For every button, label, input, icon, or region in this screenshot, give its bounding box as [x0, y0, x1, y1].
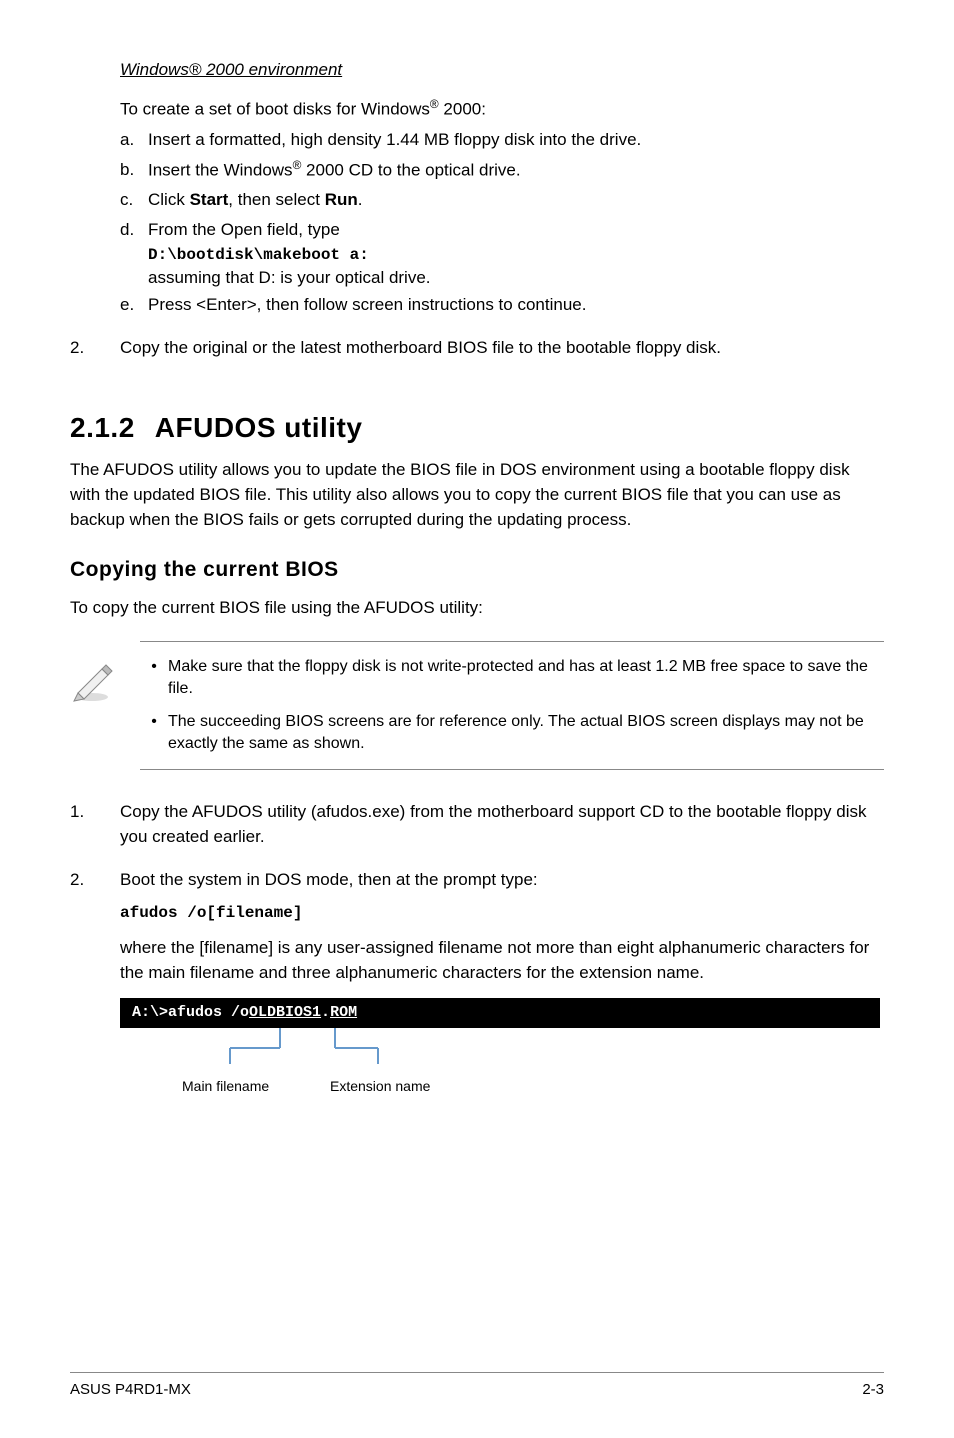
- h2-num: 2.1.2: [70, 412, 135, 444]
- step-a-text: Insert a formatted, high density 1.44 MB…: [148, 127, 641, 153]
- b2: 2000 CD to the optical drive.: [301, 161, 520, 180]
- step-e-text: Press <Enter>, then follow screen instru…: [148, 292, 586, 318]
- letter-e: e.: [120, 292, 148, 318]
- c-bold1: Start: [190, 190, 229, 209]
- label-extension-name: Extension name: [330, 1078, 430, 1094]
- bar-main: OLDBIOS1: [249, 1004, 321, 1021]
- bar-prefix: A:\>afudos /o: [132, 1004, 249, 1021]
- bullet-dot-1: •: [140, 656, 168, 701]
- copying-heading: Copying the current BIOS: [70, 558, 884, 582]
- bar-ext: ROM: [330, 1004, 357, 1021]
- letter-a: a.: [120, 127, 148, 153]
- page-footer: ASUS P4RD1-MX 2-3: [70, 1372, 884, 1398]
- letter-d: d.: [120, 217, 148, 243]
- note-box: • Make sure that the floppy disk is not …: [70, 641, 884, 771]
- note-text-1: Make sure that the floppy disk is not wr…: [168, 656, 884, 701]
- filename-desc: where the [filename] is any user-assigne…: [120, 936, 884, 985]
- c1: Click: [148, 190, 190, 209]
- step2-text: Copy the original or the latest motherbo…: [120, 336, 721, 361]
- footer-left: ASUS P4RD1-MX: [70, 1381, 191, 1398]
- step-c: c. Click Start, then select Run.: [120, 187, 884, 213]
- afudos-para: The AFUDOS utility allows you to update …: [70, 458, 884, 532]
- copy-num-1: 1.: [70, 800, 120, 849]
- command-bar: A:\>afudos /oOLDBIOS1.ROM: [120, 998, 880, 1028]
- copy-step-2: 2. Boot the system in DOS mode, then at …: [70, 868, 884, 893]
- copy-step2-text: Boot the system in DOS mode, then at the…: [120, 868, 538, 893]
- footer-right: 2-3: [862, 1381, 884, 1398]
- step-d-text: From the Open field, type: [148, 217, 340, 243]
- bullet-dot-2: •: [140, 711, 168, 756]
- label-main-filename: Main filename: [182, 1078, 269, 1094]
- intro-sup: ®: [430, 97, 439, 111]
- num-2: 2.: [70, 336, 120, 361]
- step-b-text: Insert the Windows® 2000 CD to the optic…: [148, 157, 521, 183]
- c2: , then select: [228, 190, 324, 209]
- section-heading-afudos: 2.1.2 AFUDOS utility: [70, 412, 884, 444]
- step-b: b. Insert the Windows® 2000 CD to the op…: [120, 157, 884, 183]
- bar-dot: .: [321, 1004, 330, 1021]
- c-bold2: Run: [325, 190, 358, 209]
- step-d-mono: D:\bootdisk\makeboot a:: [148, 246, 884, 264]
- copy-num-2: 2.: [70, 868, 120, 893]
- letter-c: c.: [120, 187, 148, 213]
- b-sup: ®: [293, 158, 302, 172]
- step-c-text: Click Start, then select Run.: [148, 187, 362, 213]
- letter-b: b.: [120, 157, 148, 183]
- c3: .: [358, 190, 363, 209]
- lettered-list: a. Insert a formatted, high density 1.44…: [120, 127, 884, 317]
- step-d-after: assuming that D: is your optical drive.: [148, 268, 884, 288]
- copy-intro: To copy the current BIOS file using the …: [70, 596, 884, 621]
- afudos-cmd: afudos /o[filename]: [120, 904, 884, 922]
- intro-t2: 2000:: [439, 100, 486, 119]
- copy-step-1: 1. Copy the AFUDOS utility (afudos.exe) …: [70, 800, 884, 849]
- intro-line: To create a set of boot disks for Window…: [120, 96, 884, 121]
- step-d-wrap: From the Open field, type: [148, 217, 340, 243]
- note-content: • Make sure that the floppy disk is not …: [140, 641, 884, 771]
- note-text-2: The succeeding BIOS screens are for refe…: [168, 711, 884, 756]
- copy-step1-text: Copy the AFUDOS utility (afudos.exe) fro…: [120, 800, 884, 849]
- note-bullet-1: • Make sure that the floppy disk is not …: [140, 656, 884, 701]
- b1: Insert the Windows: [148, 161, 293, 180]
- h2-title: AFUDOS utility: [155, 412, 363, 443]
- step-e: e. Press <Enter>, then follow screen ins…: [120, 292, 884, 318]
- numbered-step-2: 2. Copy the original or the latest mothe…: [70, 336, 884, 361]
- env-heading: Windows® 2000 environment: [120, 60, 884, 80]
- pencil-icon: [70, 641, 140, 713]
- step-d: d. From the Open field, type: [120, 217, 884, 243]
- intro-t1: To create a set of boot disks for Window…: [120, 100, 430, 119]
- note-bullet-2: • The succeeding BIOS screens are for re…: [140, 711, 884, 756]
- step-a: a. Insert a formatted, high density 1.44…: [120, 127, 884, 153]
- connector-diagram: [120, 1028, 880, 1078]
